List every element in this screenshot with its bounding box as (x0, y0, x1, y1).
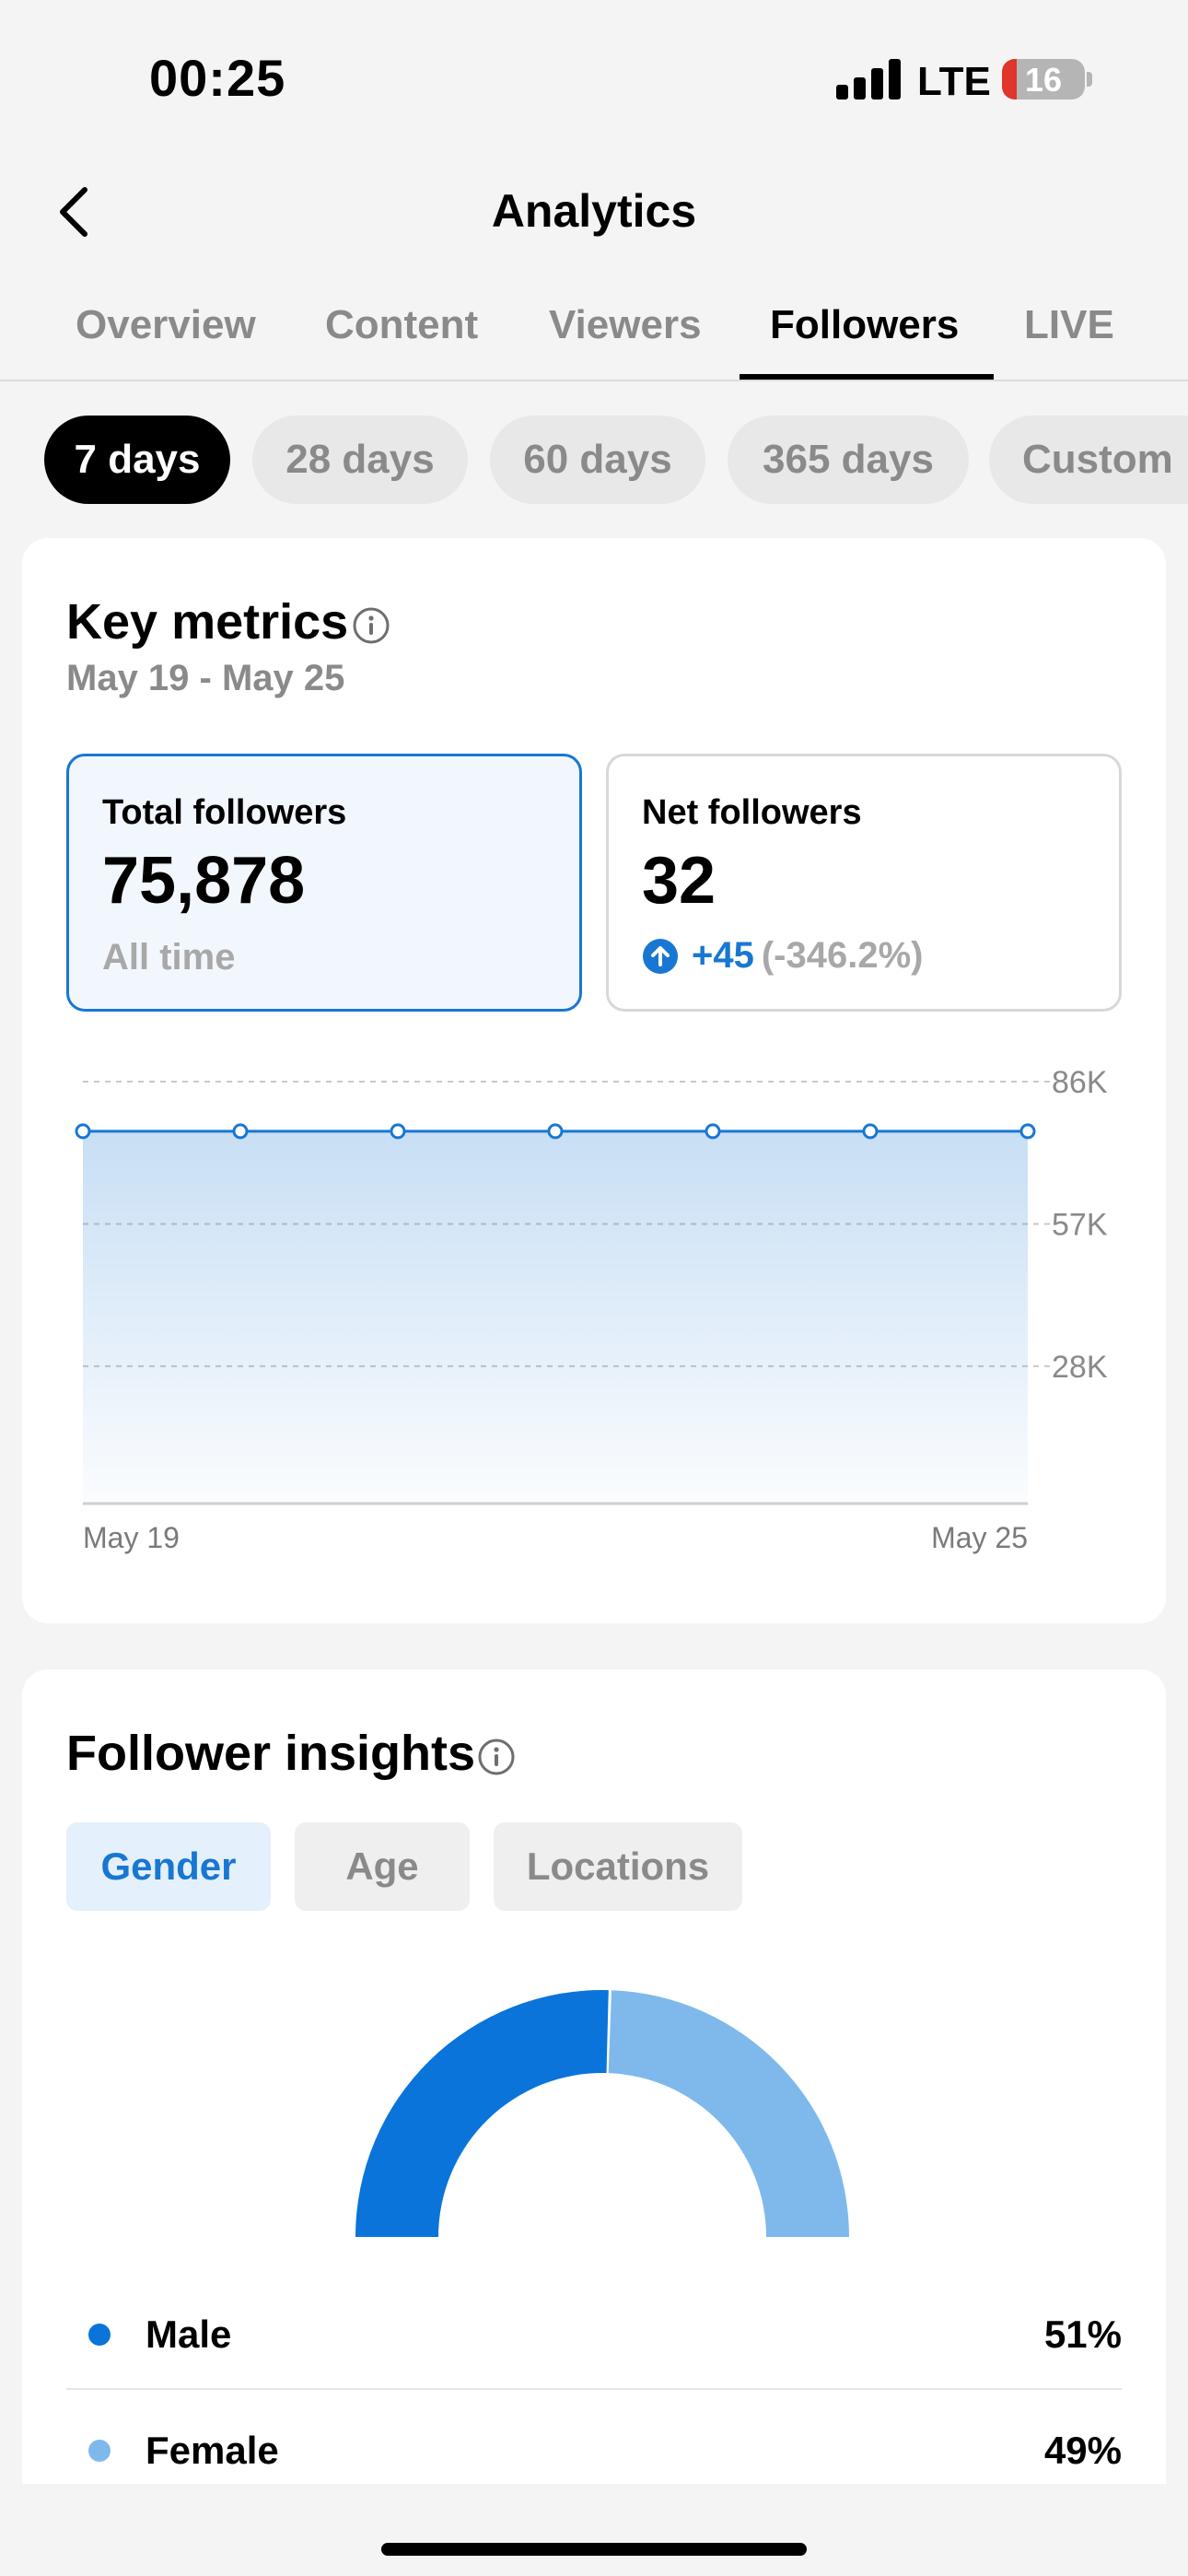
date-range: May 19 - May 25 (66, 658, 345, 698)
period-60-days[interactable]: 60 days (490, 416, 705, 504)
y-tick-label: 28K (1052, 1350, 1108, 1385)
tab-viewers[interactable]: Viewers (549, 302, 702, 347)
data-point (1019, 1123, 1036, 1140)
y-tick-label: 86K (1052, 1065, 1108, 1100)
male-label: Male (146, 2313, 232, 2356)
y-tick-label: 57K (1052, 1207, 1108, 1242)
data-point (705, 1123, 721, 1140)
follower-insights-title: Follower insights (66, 1726, 476, 1781)
active-tab-indicator (740, 374, 994, 380)
x-tick-label: May 19 (83, 1521, 180, 1554)
battery-icon: 16 (1002, 59, 1085, 100)
arrow-up-circle-icon (643, 938, 678, 974)
tab-overview[interactable]: Overview (76, 302, 256, 347)
battery-level: 16 (1024, 61, 1063, 99)
legend-row-male: Male 51% (66, 2276, 1122, 2390)
total-followers-metric[interactable]: Total followers 75,878 All time (66, 754, 582, 1012)
period-custom[interactable]: Custom (989, 416, 1188, 504)
female-label: Female (146, 2429, 279, 2472)
info-icon[interactable] (352, 606, 390, 645)
battery-tip (1087, 72, 1092, 87)
male-value: 51% (1043, 2313, 1122, 2356)
series-area (83, 1130, 1028, 1504)
net-followers-change-value: +45 (692, 935, 754, 976)
network-type: LTE (917, 59, 991, 104)
total-followers-label: Total followers (102, 793, 347, 832)
tab-followers[interactable]: Followers (770, 302, 960, 347)
chevron-left-icon (60, 187, 87, 237)
net-followers-label: Net followers (642, 793, 862, 832)
tab-content[interactable]: Content (325, 302, 479, 347)
data-point (232, 1123, 249, 1140)
key-metrics-title: Key metrics (66, 594, 349, 650)
page-title: Analytics (491, 185, 697, 237)
female-color-dot (88, 2440, 111, 2462)
bottom-safe-area (0, 2484, 1188, 2576)
gender-donut-chart (355, 1990, 849, 2237)
net-followers-change: +45 (-346.2%) (642, 935, 923, 977)
header: Analytics (0, 166, 1188, 258)
period-7-days[interactable]: 7 days (44, 416, 230, 504)
data-point (390, 1123, 406, 1140)
male-color-dot (88, 2324, 111, 2346)
period-selector: 7 days 28 days 60 days 365 days Custom (0, 416, 1188, 504)
segment-gender[interactable]: Gender (66, 1822, 271, 1911)
net-followers-value: 32 (642, 844, 716, 918)
back-button[interactable] (37, 175, 111, 249)
key-metrics-card: Key metrics May 19 - May 25 Total follow… (22, 538, 1166, 1623)
tab-live[interactable]: LIVE (1024, 302, 1114, 347)
donut-slice-male[interactable] (355, 1990, 609, 2237)
period-365-days[interactable]: 365 days (728, 416, 969, 504)
status-bar: 00:25 LTE 16 (0, 0, 1188, 157)
followers-chart: 86K 57K 28K May 19 May 25 (75, 1065, 1108, 1554)
analytics-tabs: Overview Content Viewers Followers LIVE (0, 293, 1188, 381)
data-point (547, 1123, 564, 1140)
home-indicator[interactable] (381, 2543, 807, 2556)
info-icon[interactable] (477, 1738, 516, 1776)
net-followers-change-pct: (-346.2%) (761, 935, 924, 976)
signal-strength-icon (836, 59, 901, 100)
data-point (75, 1123, 91, 1140)
donut-slice-female[interactable] (608, 1990, 849, 2237)
period-28-days[interactable]: 28 days (252, 416, 468, 504)
legend-divider (66, 2388, 1122, 2390)
x-tick-label: May 25 (931, 1521, 1028, 1554)
status-time: 00:25 (149, 49, 286, 107)
female-value: 49% (1043, 2429, 1122, 2472)
total-followers-sub: All time (102, 937, 236, 978)
segment-age[interactable]: Age (295, 1822, 470, 1911)
net-followers-metric[interactable]: Net followers 32 +45 (-346.2%) (606, 754, 1122, 1012)
total-followers-value: 75,878 (102, 844, 306, 918)
data-point (862, 1123, 879, 1140)
segment-locations[interactable]: Locations (494, 1822, 742, 1911)
legend-row-female: Female 49% (66, 2392, 1122, 2506)
follower-insights-card: Follower insights Gender Age Locations M… (22, 1669, 1166, 2576)
